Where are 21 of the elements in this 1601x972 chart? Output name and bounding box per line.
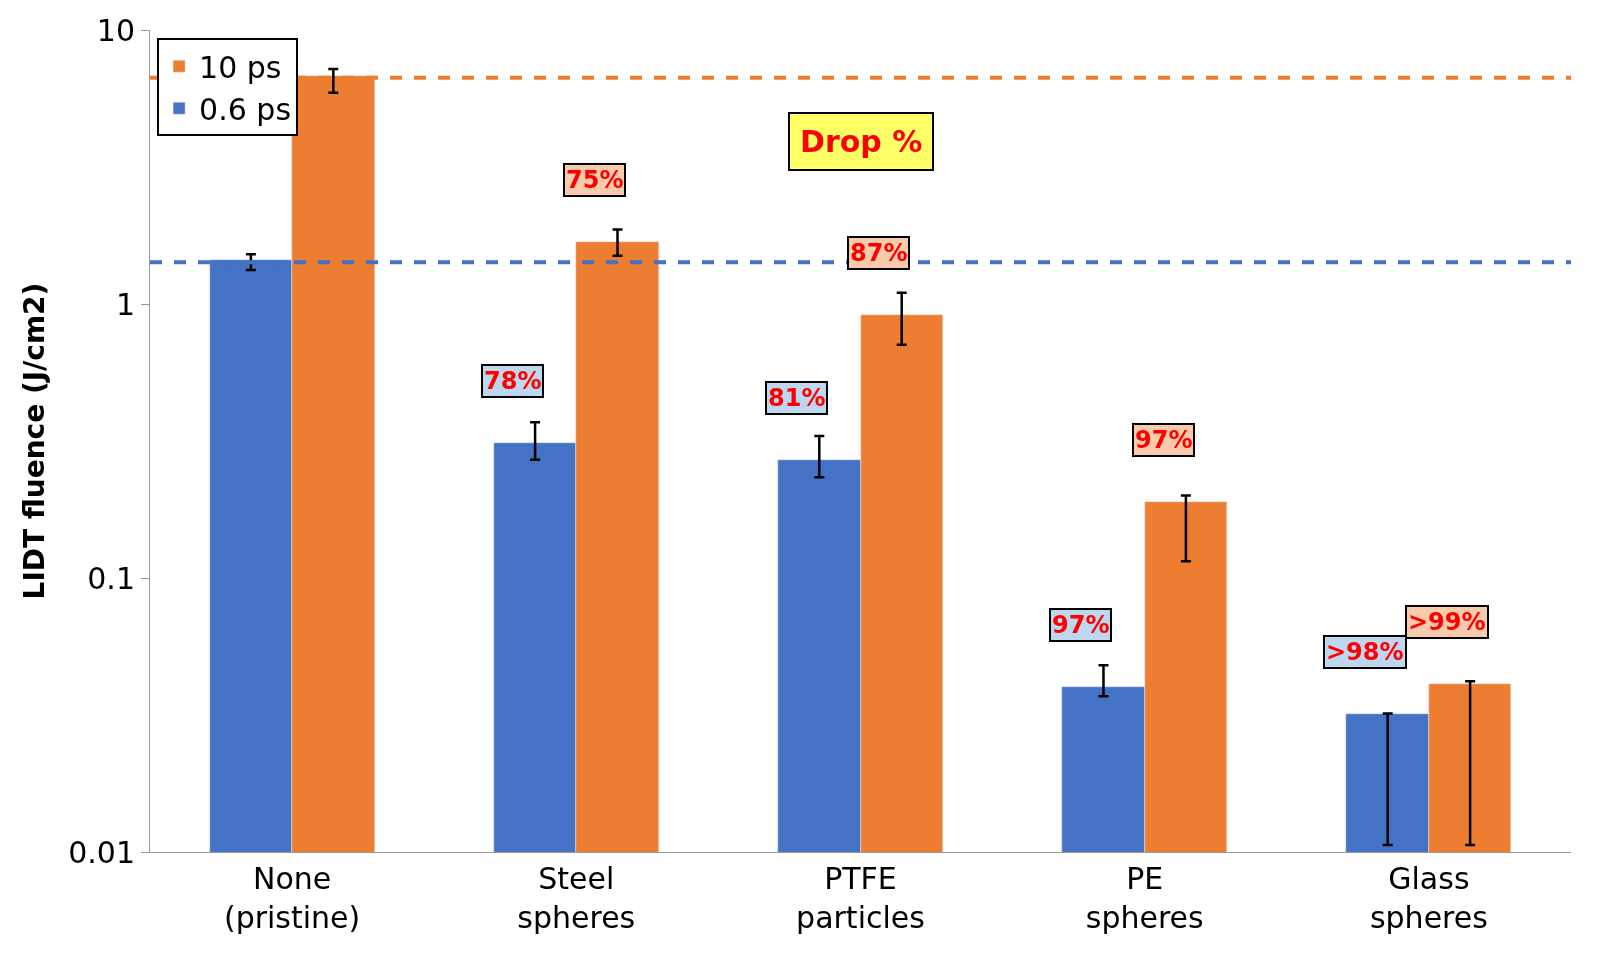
annotation: Drop %: [800, 124, 923, 159]
y-tick-label: 0.1: [87, 560, 135, 596]
annotation: 81%: [768, 384, 826, 412]
annotation: >98%: [1326, 638, 1404, 666]
x-tick-label: None (pristine): [223, 861, 361, 935]
legend-label: 10 ps: [199, 49, 282, 85]
annotation: 78%: [484, 367, 542, 395]
x-tick-label: PTFE particles: [796, 861, 925, 935]
x-tick-label: PE spheres: [1085, 861, 1204, 935]
legend-label: 0.6 ps: [199, 91, 292, 127]
y-axis-title: LIDT fluence (J/cm2): [17, 282, 51, 600]
y-tick-label: 10: [96, 12, 135, 48]
annotation: >99%: [1408, 608, 1486, 636]
annotation: 97%: [1052, 611, 1110, 639]
y-tick-label: 0.01: [68, 834, 135, 870]
y-tick-label: 1: [115, 286, 135, 322]
annotation: 87%: [850, 239, 908, 267]
annotation: 75%: [566, 166, 624, 194]
x-tick-label: Glass spheres: [1369, 861, 1488, 935]
x-tick-label: Steel spheres: [517, 861, 636, 935]
annotation: 97%: [1135, 426, 1193, 454]
